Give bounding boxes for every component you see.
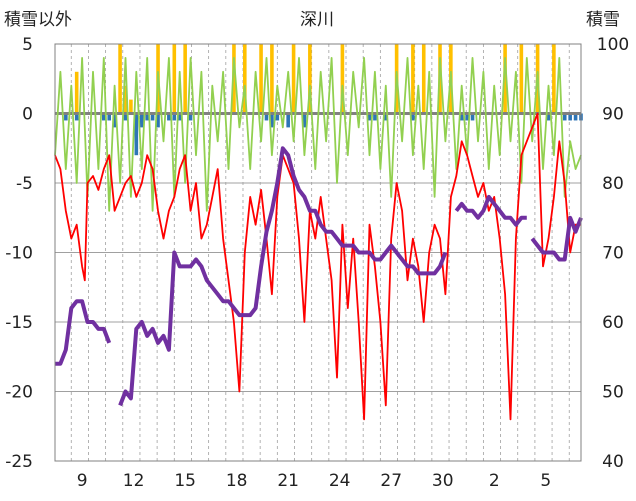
right-tick-label: 50: [602, 383, 624, 403]
bar-mark: [470, 113, 475, 121]
bar-mark: [112, 113, 117, 128]
bar-mark: [118, 44, 122, 114]
bar-mark: [568, 113, 572, 121]
bar-mark: [383, 113, 388, 121]
series-line: [54, 57, 582, 212]
right-axis-label: 積雪: [586, 10, 620, 30]
bar-mark: [291, 44, 296, 114]
bar-mark: [367, 113, 372, 121]
x-tick-label: 15: [174, 471, 196, 491]
left-tick-label: 0: [22, 105, 33, 125]
right-tick-label: 100: [597, 35, 629, 55]
bar-mark: [232, 44, 236, 114]
bar-mark: [74, 71, 79, 114]
bar-mark: [302, 113, 307, 128]
bar-mark: [134, 113, 139, 156]
bar-mark: [264, 113, 269, 121]
bar-mark: [74, 113, 79, 121]
bar-mark: [172, 44, 177, 114]
bar-mark: [177, 113, 182, 121]
left-tick-label: -20: [5, 383, 33, 403]
bar-mark: [519, 44, 524, 114]
bar-mark: [64, 113, 68, 121]
x-tick-label: 2: [489, 471, 500, 491]
series-line: [55, 146, 583, 407]
bar-mark: [562, 113, 567, 121]
bar-mark: [411, 44, 415, 114]
bar-mark: [340, 44, 345, 114]
bar-mark: [242, 44, 247, 114]
bar-mark: [102, 113, 106, 121]
bar-mark: [188, 113, 193, 121]
right-tick-label: 90: [602, 105, 624, 125]
plot-frame: [54, 43, 582, 462]
x-tick-label: 21: [277, 471, 299, 491]
bar-mark: [573, 113, 578, 121]
x-tick-label: 24: [329, 471, 351, 491]
bar-mark: [270, 44, 274, 114]
left-axis-label: 積雪以外: [4, 10, 72, 30]
left-tick-label: -10: [5, 244, 33, 264]
bar-mark: [270, 113, 274, 128]
bar-mark: [373, 113, 377, 121]
bar-mark: [286, 113, 290, 128]
right-tick-label: 60: [602, 313, 624, 333]
chart-title: 深川: [300, 10, 334, 30]
x-tick-label: 30: [432, 471, 454, 491]
bar-mark: [546, 113, 551, 121]
bar-mark: [275, 113, 280, 121]
x-tick-label: 12: [123, 471, 145, 491]
bar-mark: [150, 113, 155, 121]
bar-mark: [107, 113, 112, 121]
right-tick-label: 40: [602, 452, 624, 472]
bar-mark: [172, 113, 177, 121]
right-tick-label: 70: [602, 244, 624, 264]
bar-mark: [156, 113, 160, 128]
x-tick-label: 18: [226, 471, 248, 491]
bar-mark: [183, 44, 187, 114]
bar-mark: [465, 113, 469, 121]
bar-mark: [167, 113, 171, 121]
left-tick-label: -5: [16, 174, 33, 194]
bar-mark: [308, 44, 312, 114]
bar-mark: [503, 44, 507, 114]
bar-mark: [421, 44, 426, 114]
line-layer: [54, 57, 583, 421]
bar-mark: [123, 85, 128, 114]
bar-mark: [459, 113, 464, 121]
bar-mark: [145, 113, 149, 121]
x-tick-label: 9: [77, 471, 88, 491]
x-tick-label: 27: [380, 471, 402, 491]
left-tick-label: -25: [5, 452, 33, 472]
bar-mark: [123, 113, 128, 121]
bar-mark: [139, 113, 144, 128]
x-tick-label: 5: [540, 471, 551, 491]
bar-mark: [552, 44, 556, 114]
bar-mark: [259, 44, 263, 114]
right-tick-label: 80: [602, 174, 624, 194]
bar-mark: [411, 113, 415, 121]
left-tick-label: 5: [22, 35, 33, 55]
left-tick-label: -15: [5, 313, 33, 333]
bar-mark: [129, 99, 133, 114]
